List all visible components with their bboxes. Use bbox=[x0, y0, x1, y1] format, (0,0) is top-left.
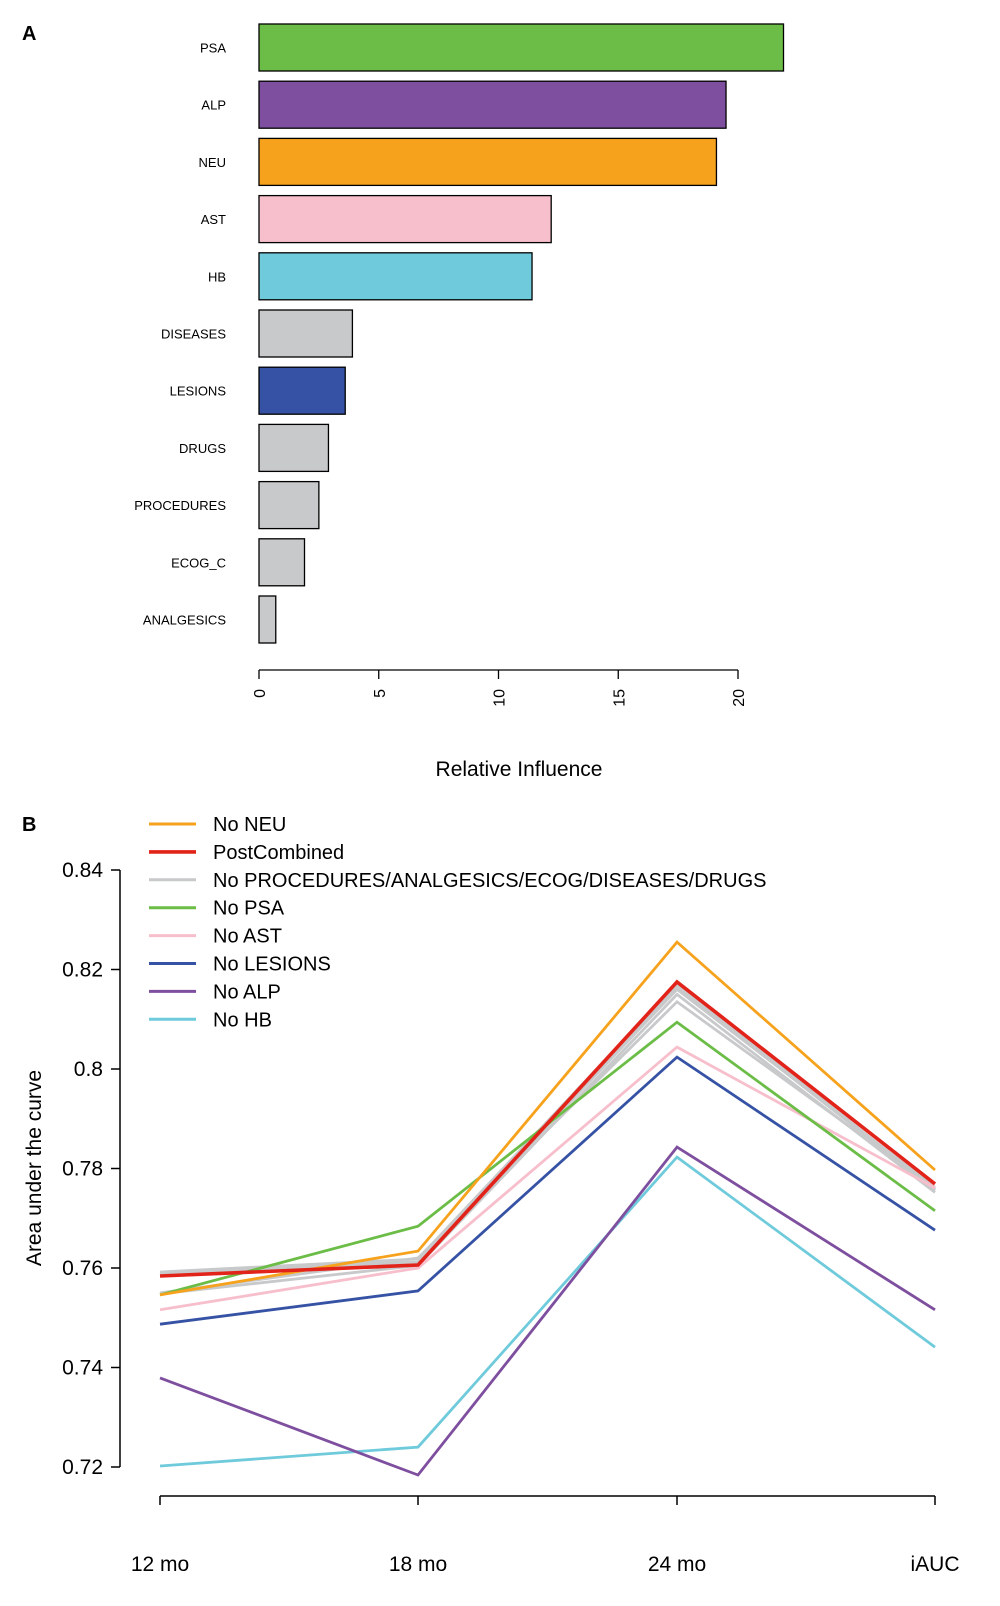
legend-label: No NEU bbox=[213, 814, 286, 836]
bar-psa bbox=[258, 23, 785, 72]
bar-analgesics bbox=[258, 595, 277, 644]
bar-label-ecog_c: ECOG_C bbox=[171, 555, 226, 570]
bar-label-ast: AST bbox=[201, 212, 226, 227]
legend-label: No PSA bbox=[213, 898, 285, 920]
line-no-diseases bbox=[159, 999, 936, 1295]
legend: No NEU PostCombined No PROCEDURES/ANALGESI… bbox=[149, 814, 766, 1031]
x-tick-label-a: 0 bbox=[252, 689, 269, 698]
panel-label-b: B bbox=[22, 814, 36, 836]
bar-neu bbox=[258, 137, 718, 187]
y-tick-label-b: 0.84 bbox=[62, 859, 103, 882]
bars-group bbox=[258, 23, 785, 644]
x-axis-a: 0 5 10 15 20 bbox=[252, 669, 748, 707]
bar-label-psa: PSA bbox=[200, 41, 226, 56]
bar-labels-group: PSA ALP NEU AST HB DISEASES LESIONS DRUGS PROCED… bbox=[134, 41, 226, 628]
line-no-lesions bbox=[159, 1055, 936, 1326]
bar-label-alp: ALP bbox=[201, 98, 226, 113]
bar-procedures bbox=[258, 480, 320, 530]
bar-label-hb: HB bbox=[208, 269, 226, 284]
bar-drugs bbox=[258, 423, 330, 473]
bar-label-analgesics: ANALGESICS bbox=[143, 613, 226, 628]
y-tick-label-b: 0.76 bbox=[62, 1257, 103, 1280]
line-no-alp bbox=[159, 1145, 936, 1477]
line-no-ecog bbox=[159, 992, 936, 1296]
bar-label-lesions: LESIONS bbox=[170, 384, 227, 399]
y-axis-title-b: Area under the curve bbox=[23, 1070, 46, 1266]
y-tick-label-b: 0.72 bbox=[62, 1456, 103, 1479]
x-axis-title-a: Relative Influence bbox=[436, 758, 603, 781]
x-tick-label-a: 10 bbox=[492, 689, 509, 707]
bar-ast bbox=[258, 194, 552, 244]
y-tick-label-b: 0.82 bbox=[62, 959, 103, 982]
line-no-hb bbox=[159, 1155, 936, 1468]
x-tick-label-b: 24 mo bbox=[648, 1553, 706, 1576]
bar-ecog_c bbox=[258, 538, 306, 587]
bar-alp bbox=[258, 80, 727, 129]
panel-a-bar-chart: A PSA ALP NEU AST HB DISEASES LESIONS DRUGS PROC… bbox=[22, 23, 785, 781]
y-tick-label-b: 0.78 bbox=[62, 1158, 103, 1181]
legend-label: No HB bbox=[213, 1009, 272, 1031]
x-tick-label-b: 18 mo bbox=[389, 1553, 447, 1576]
x-tick-label-a: 20 bbox=[731, 689, 748, 707]
lines-group bbox=[159, 940, 937, 1477]
legend-label: No AST bbox=[213, 926, 282, 948]
legend-label: No LESIONS bbox=[213, 954, 331, 976]
bar-diseases bbox=[258, 309, 354, 358]
bar-hb bbox=[258, 252, 533, 301]
bar-label-diseases: DISEASES bbox=[161, 327, 226, 342]
x-axis-b: 12 mo 18 mo 24 mo iAUC bbox=[131, 1495, 960, 1576]
line-postcombined bbox=[159, 979, 937, 1278]
legend-label: PostCombined bbox=[213, 842, 344, 864]
panel-b-line-chart: B 0.72 0.74 0.76 0.78 0.8 0.82 0.84 12 mo 18 mo… bbox=[22, 814, 960, 1576]
bar-lesions bbox=[258, 366, 346, 415]
x-tick-label-b: 12 mo bbox=[131, 1553, 189, 1576]
legend-label: No PROCEDURES/ANALGESICS/ECOG/DISEASES/D… bbox=[213, 870, 766, 892]
x-tick-label-a: 5 bbox=[372, 689, 389, 698]
bar-label-neu: NEU bbox=[199, 155, 226, 170]
legend-label: No ALP bbox=[213, 981, 281, 1003]
x-tick-label-a: 15 bbox=[611, 689, 628, 707]
y-tick-label-b: 0.74 bbox=[62, 1357, 103, 1380]
y-axis-b: 0.72 0.74 0.76 0.78 0.8 0.82 0.84 bbox=[62, 859, 121, 1479]
x-tick-label-b: iAUC bbox=[910, 1553, 959, 1576]
panel-label-a: A bbox=[22, 23, 36, 45]
bar-label-procedures: PROCEDURES bbox=[134, 498, 226, 513]
y-tick-label-b: 0.8 bbox=[74, 1058, 103, 1081]
bar-label-drugs: DRUGS bbox=[179, 441, 226, 456]
line-no-neu bbox=[159, 940, 936, 1297]
